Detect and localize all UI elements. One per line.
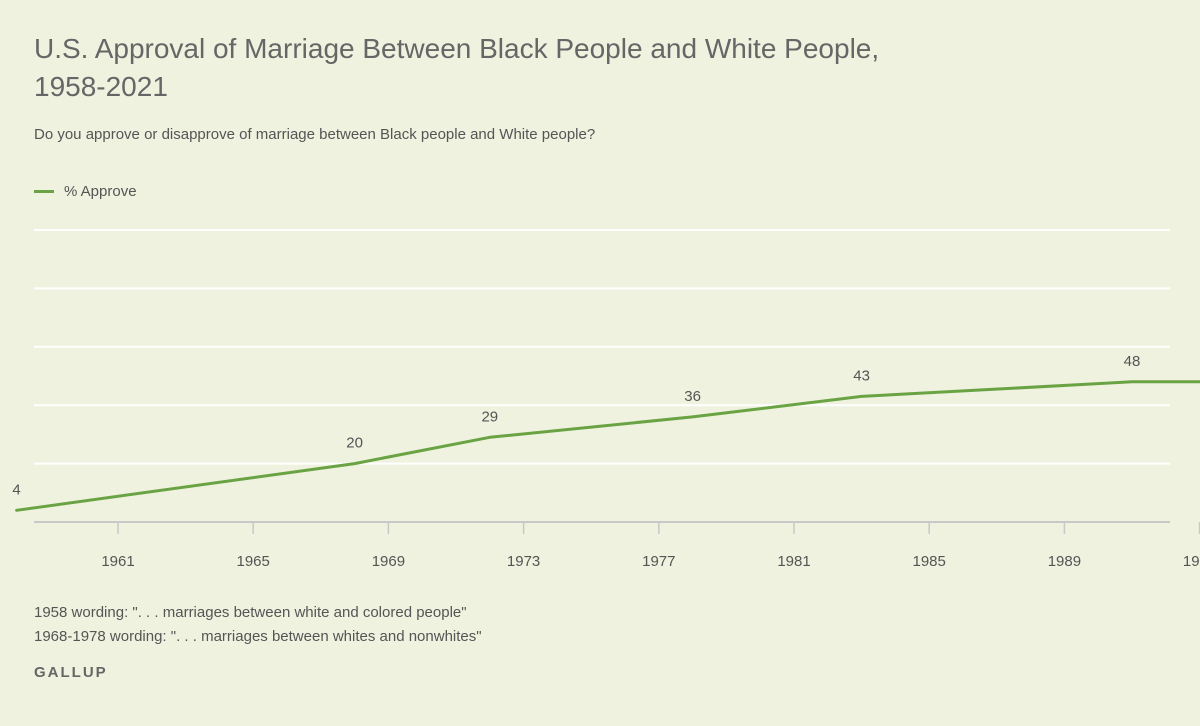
data-label: 48 (1124, 353, 1141, 370)
data-label: 29 (481, 408, 498, 425)
legend-swatch (34, 190, 54, 193)
x-tick-label: 1993 (1183, 553, 1200, 570)
chart-title: U.S. Approval of Marriage Between Black … (34, 33, 880, 102)
chart-subtitle: Do you approve or disapprove of marriage… (34, 126, 596, 143)
x-tick-label: 1965 (237, 553, 270, 570)
legend-label: % Approve (64, 183, 137, 200)
x-axis: 1961196519691973197719811985198919931997… (34, 521, 1200, 570)
data-label: 20 (346, 435, 363, 452)
x-tick-label: 1981 (777, 553, 810, 570)
wording-note-1968-1978: 1968-1978 wording: ". . . marriages betw… (34, 628, 482, 645)
x-tick-label: 1973 (507, 553, 540, 570)
wording-note-1958: 1958 wording: ". . . marriages between w… (34, 604, 467, 621)
x-tick-label: 1961 (101, 553, 134, 570)
series-lines (15, 380, 1200, 512)
data-labels: 420293643486465767994 (12, 353, 1141, 498)
series-line (15, 380, 1200, 512)
data-label: 43 (853, 367, 870, 384)
data-label: 36 (684, 388, 701, 405)
gallup-logo: GALLUP (34, 664, 108, 681)
x-tick-label: 1977 (642, 553, 675, 570)
x-tick-label: 1985 (913, 553, 946, 570)
chart-legend: % Approve (34, 183, 137, 200)
data-label: 4 (12, 481, 20, 498)
gridlines (34, 229, 1170, 465)
x-tick-label: 1969 (372, 553, 405, 570)
x-tick-label: 1989 (1048, 553, 1081, 570)
